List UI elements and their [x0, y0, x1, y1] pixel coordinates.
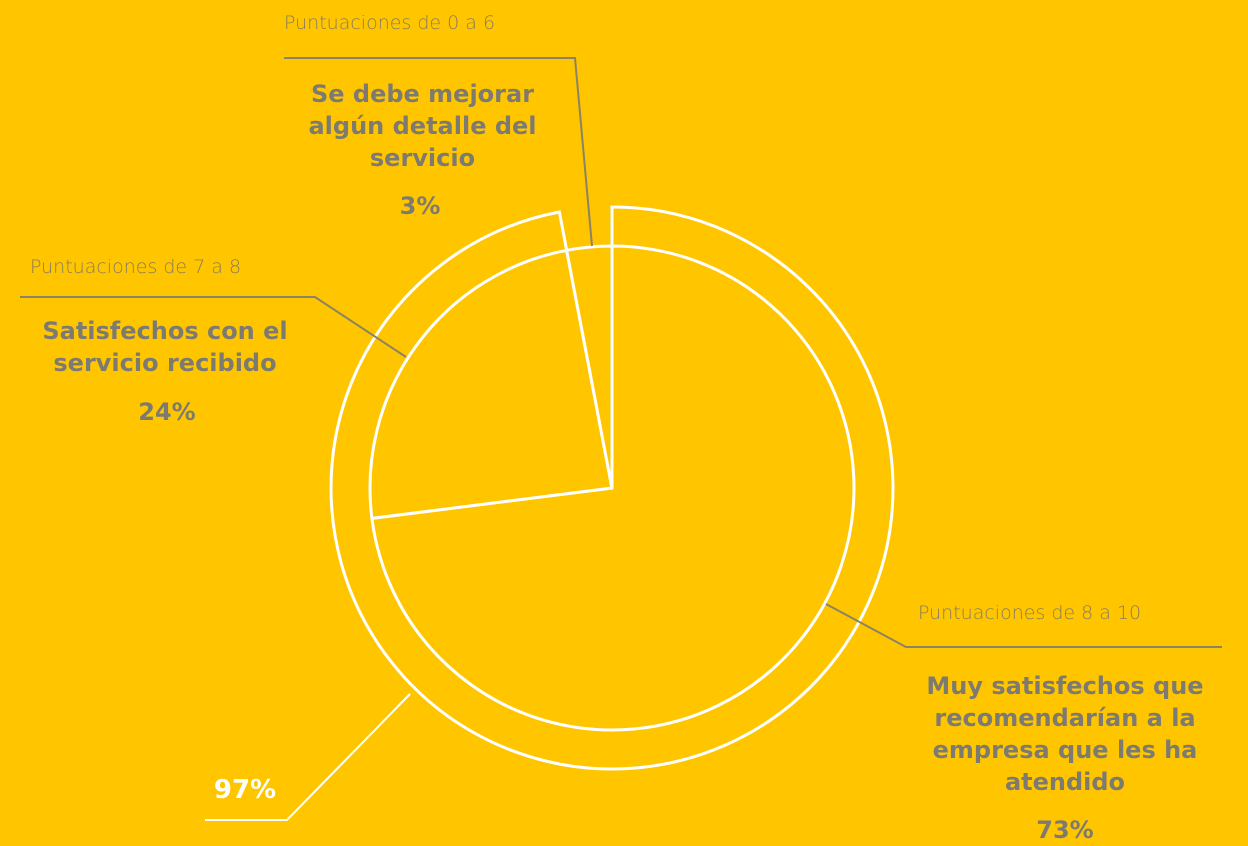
leader-line-8-10 — [825, 603, 1222, 648]
slice-range-label-7-8: Puntuaciones de 7 a 8 — [30, 256, 242, 278]
slice-value-0-6: 3% — [399, 192, 441, 220]
pie-slices — [368, 244, 856, 732]
outer-ring-value: 97% — [213, 775, 277, 805]
leader-line-0-6 — [284, 57, 593, 247]
slice-label-8-10: Muy satisfechos que recomendarían a la e… — [926, 672, 1204, 796]
pie-slice-7-8 — [368, 248, 614, 520]
leader-line-97 — [205, 693, 411, 821]
slice-label-0-6: Se debe mejorar algún detalle del servic… — [308, 80, 537, 172]
leader-line-7-8 — [20, 296, 407, 358]
outer-ring-arc — [329, 205, 895, 771]
slice-label-7-8: Satisfechos con el servicio recibido — [42, 317, 288, 377]
slice-range-label-8-10: Puntuaciones de 8 a 10 — [918, 602, 1142, 624]
slice-value-7-8: 24% — [138, 398, 196, 426]
slice-value-8-10: 73% — [1036, 816, 1094, 844]
slice-range-label-0-6: Puntuaciones de 0 a 6 — [284, 12, 496, 34]
